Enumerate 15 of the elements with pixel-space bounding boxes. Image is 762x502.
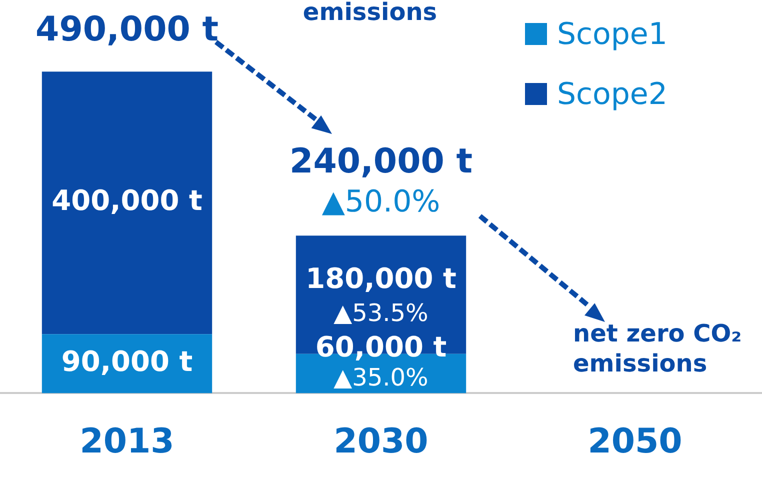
total-label: 240,000 t xyxy=(290,141,472,182)
data-label: 60,000 t ▲35.0% xyxy=(315,330,447,392)
total-label: 490,000 t xyxy=(36,9,218,50)
annotation: ▲50.0% xyxy=(322,184,440,220)
legend-label: Scope2 xyxy=(557,76,668,112)
data-label: 90,000 t xyxy=(61,344,193,378)
data-label: 400,000 t xyxy=(52,184,202,218)
data-label: 180,000 t ▲53.5% xyxy=(306,262,456,327)
bar xyxy=(42,72,212,334)
x-tick-label: 2013 xyxy=(80,421,174,462)
text: emissions xyxy=(302,0,438,26)
x-tick-label: 2030 xyxy=(334,421,428,462)
annotation: net zero CO₂ emissions xyxy=(573,319,742,378)
x-tick-label: 2050 xyxy=(588,421,682,462)
legend-label: Scope1 xyxy=(557,16,668,52)
